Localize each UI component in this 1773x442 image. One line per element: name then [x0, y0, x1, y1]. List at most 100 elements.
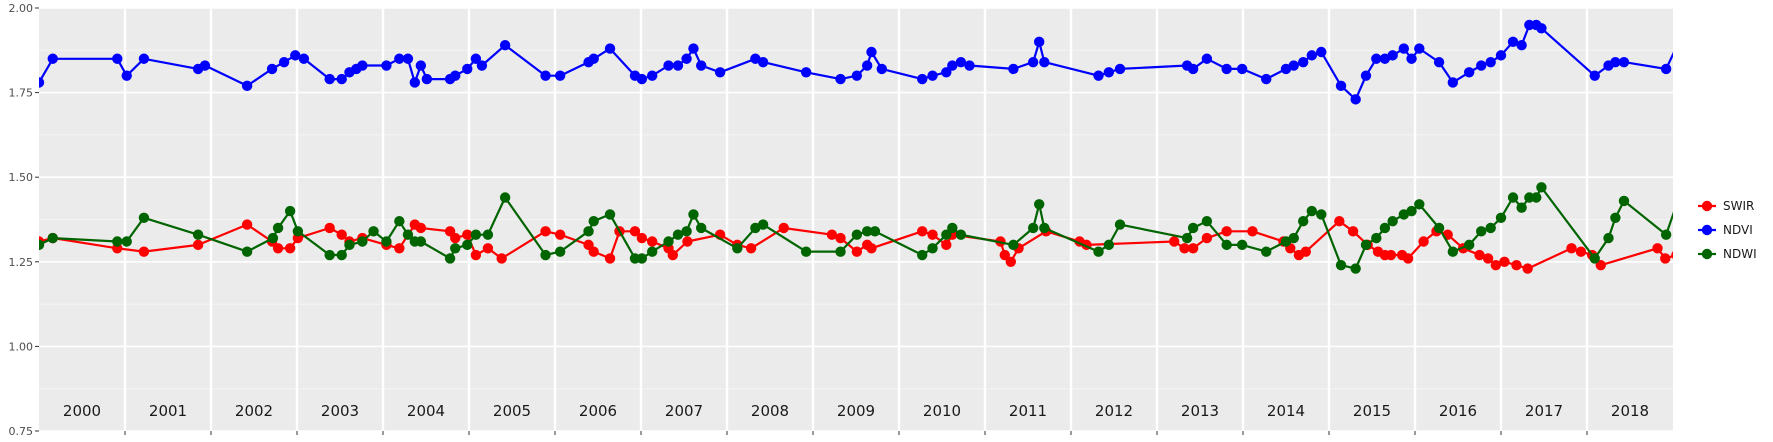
ndwi-point [1221, 239, 1232, 251]
legend: SWIR NDVI NDWI [1698, 199, 1757, 261]
ndwi-point [688, 209, 699, 220]
swir-point [745, 243, 757, 254]
ndvi-point [357, 60, 368, 71]
ndvi-point [138, 53, 150, 64]
ndvi-point [636, 73, 648, 85]
ndwi-point [1187, 222, 1199, 234]
year-label: 2007 [665, 402, 703, 420]
ndwi-point [646, 246, 658, 257]
ndvi-point [1680, 40, 1690, 50]
swir-point [1708, 236, 1718, 246]
ndwi-point [47, 232, 58, 244]
swir-point [1187, 243, 1199, 254]
ndvi-point [1316, 46, 1327, 58]
ndwi-point [588, 215, 599, 227]
ndvi-point [646, 70, 658, 81]
ndvi-point [1288, 60, 1299, 71]
ndvi-point [39, 77, 45, 88]
ndvi-point [1350, 94, 1361, 105]
ndvi-point [540, 70, 551, 81]
ndvi-point [604, 43, 616, 54]
swir-point [272, 243, 284, 254]
ndvi-point [688, 43, 699, 54]
y-tick-label: 1.25 [9, 256, 34, 269]
ndvi-point [876, 63, 887, 75]
swir-point [1490, 259, 1502, 271]
swir-point [241, 219, 253, 230]
year-label: 2000 [63, 402, 101, 420]
ndvi-point [241, 80, 253, 92]
swir-point [1169, 236, 1180, 247]
ndwi-point [470, 229, 482, 240]
ndvi-point [1033, 36, 1045, 48]
legend-key-point-swir [1701, 200, 1713, 212]
ndwi-point [1201, 215, 1213, 227]
ndvi-point [672, 60, 684, 71]
ndvi-point [112, 53, 123, 64]
ndwi-point [1350, 263, 1361, 274]
ndwi-point [1414, 199, 1425, 210]
swir-point [394, 243, 405, 254]
year-labels: 2000 2001 2002 2003 2004 2005 2006 2007 2008 2009… [63, 402, 1649, 420]
ndwi-point [1516, 202, 1527, 213]
swir-point [1474, 249, 1485, 261]
swir-point [1221, 226, 1232, 237]
ndvi-point [199, 60, 211, 71]
swir-point [866, 243, 877, 254]
ndwi-point [394, 215, 405, 227]
ndvi-point [554, 70, 566, 81]
ndvi-point [1674, 37, 1684, 47]
ndvi-point [1387, 50, 1398, 61]
ndwi-point [1680, 189, 1690, 199]
ndvi-point [47, 53, 58, 64]
ndwi-point [1406, 205, 1417, 217]
ndwi-point [869, 226, 881, 237]
ndvi-point [1114, 63, 1126, 75]
ndvi-point [1589, 70, 1600, 81]
ndvi-point [866, 46, 877, 58]
ndvi-point [964, 60, 975, 71]
ndwi-point [1463, 239, 1475, 251]
swir-point [336, 229, 347, 240]
ndvi-point [757, 56, 769, 68]
ndvi-point [470, 53, 482, 64]
ndvi-point [1748, 64, 1758, 74]
ndwi-point [1387, 215, 1398, 227]
swir-point [835, 232, 846, 244]
ndvi-point [266, 63, 278, 75]
ndvi-point [462, 63, 473, 75]
y-tick-label: 2.00 [9, 2, 34, 15]
ndwi-point [947, 222, 958, 234]
ndvi-point [415, 60, 427, 71]
ndwi-point [1660, 229, 1672, 240]
ndvi-point [278, 56, 290, 68]
swir-point [482, 243, 494, 254]
ndwi-point [499, 192, 511, 203]
ndwi-point [663, 236, 674, 247]
swir-point [1005, 256, 1016, 267]
year-label: 2013 [1181, 402, 1219, 420]
swir-point [1575, 246, 1587, 257]
ndwi-point [1447, 246, 1459, 257]
swir-point [1652, 243, 1663, 254]
ndwi-point [357, 236, 368, 247]
ndwi-point [861, 226, 873, 237]
legend-key-point-ndvi [1701, 224, 1713, 236]
ndvi-point [1433, 56, 1445, 68]
ndwi-point [927, 243, 938, 254]
ndwi-point [636, 253, 648, 264]
legend-label-ndwi: NDWI [1723, 247, 1757, 261]
ndvi-point [1261, 73, 1272, 85]
ndwi-point [696, 222, 707, 234]
year-label: 2010 [923, 402, 961, 420]
swir-point [1247, 226, 1258, 237]
ndwi-point [368, 226, 379, 237]
ndwi-point [1181, 232, 1193, 244]
ndvi-point [835, 73, 846, 85]
ndwi-point [1495, 212, 1507, 224]
ndvi-point [1236, 63, 1248, 75]
swir-point [826, 229, 838, 240]
ndvi-point [1507, 36, 1519, 48]
ndwi-point [1618, 195, 1630, 207]
swir-point [917, 226, 928, 237]
